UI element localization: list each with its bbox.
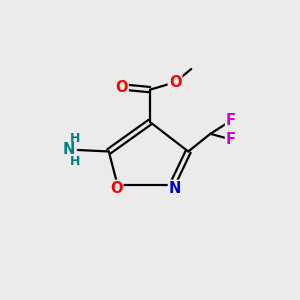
Text: F: F [226, 113, 236, 128]
Text: H: H [70, 155, 81, 168]
Text: N: N [169, 181, 181, 196]
Text: H: H [70, 132, 81, 145]
Text: N: N [63, 142, 75, 158]
Text: O: O [115, 80, 128, 95]
Text: O: O [169, 75, 181, 90]
Text: O: O [110, 181, 122, 196]
Text: F: F [226, 132, 236, 147]
